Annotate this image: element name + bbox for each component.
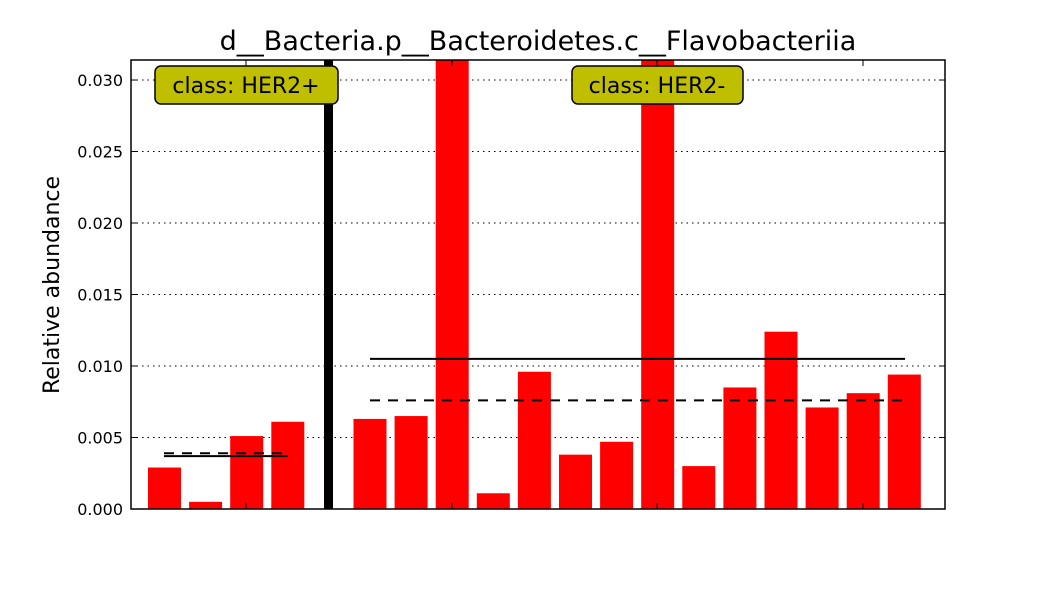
bar	[600, 441, 634, 509]
bar	[517, 371, 551, 509]
bar	[435, 60, 469, 509]
bar	[887, 374, 921, 509]
bar	[230, 436, 264, 509]
y-axis-ticks: 0.000 0.005 0.010 0.015 0.020 0.025 0.030	[77, 60, 945, 519]
bar	[641, 60, 675, 509]
summary-lines	[164, 357, 905, 458]
bar	[271, 421, 305, 509]
bar	[148, 467, 181, 509]
y-tick-label: 0.005	[77, 429, 123, 448]
class-label: class: HER2+	[172, 74, 319, 99]
bar	[805, 407, 839, 509]
bar	[476, 493, 510, 509]
y-tick-label: 0.020	[77, 214, 123, 233]
y-tick-label: 0.015	[77, 286, 123, 305]
bar	[723, 387, 757, 509]
y-tick-label: 0.000	[77, 500, 123, 519]
bar	[189, 501, 223, 509]
bar	[846, 393, 880, 509]
y-axis-label: Relative abundance	[40, 176, 65, 394]
class-labels: class: HER2+ class: HER2-	[154, 65, 744, 105]
bar	[682, 466, 716, 509]
bar	[764, 331, 798, 509]
bar	[394, 416, 428, 509]
bars	[148, 60, 921, 509]
bar	[353, 418, 387, 509]
y-tick-label: 0.030	[77, 71, 123, 90]
class-label-box	[154, 65, 339, 105]
class-label: class: HER2-	[589, 74, 726, 99]
class-separator	[324, 60, 333, 509]
plot-frame	[130, 59, 946, 510]
y-tick-label: 0.010	[77, 357, 123, 376]
class-label-box	[571, 65, 744, 105]
bar	[559, 454, 592, 509]
chart-title: d__Bacteria.p__Bacteroidetes.c__Flavobac…	[220, 26, 857, 57]
y-tick-label: 0.025	[77, 143, 123, 162]
